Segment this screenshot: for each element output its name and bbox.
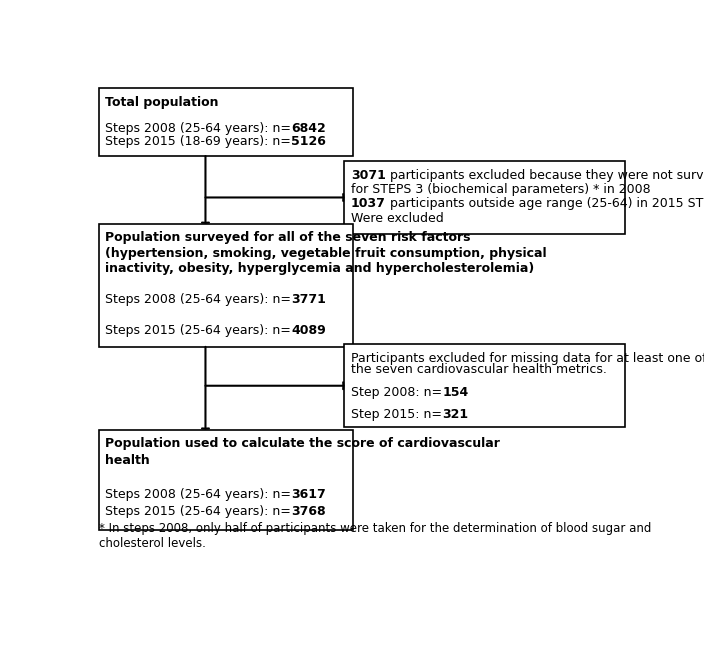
Text: Population used to calculate the score of cardiovascular: Population used to calculate the score o… [106, 437, 501, 450]
Text: (hypertension, smoking, vegetable fruit consumption, physical: (hypertension, smoking, vegetable fruit … [106, 247, 547, 259]
Text: Steps 2008 (25-64 years): n=: Steps 2008 (25-64 years): n= [106, 488, 291, 501]
Text: 154: 154 [442, 386, 468, 399]
Text: 5126: 5126 [291, 136, 326, 149]
Text: 3617: 3617 [291, 488, 326, 501]
Text: 3071: 3071 [351, 169, 386, 182]
Text: participants excluded because they were not surveyed: participants excluded because they were … [386, 169, 704, 182]
Text: 6842: 6842 [291, 122, 326, 135]
Bar [344, 161, 625, 234]
Text: participants outside age range (25-64) in 2015 STEPS: participants outside age range (25-64) i… [386, 198, 704, 211]
Text: health: health [106, 454, 150, 467]
Text: the seven cardiovascular health metrics.: the seven cardiovascular health metrics. [351, 363, 607, 376]
Text: Steps 2008 (25-64 years): n=: Steps 2008 (25-64 years): n= [106, 293, 291, 306]
Text: inactivity, obesity, hyperglycemia and hypercholesterolemia): inactivity, obesity, hyperglycemia and h… [106, 262, 535, 275]
Text: Steps 2015 (25-64 years): n=: Steps 2015 (25-64 years): n= [106, 324, 291, 337]
Text: for STEPS 3 (biochemical parameters) * in 2008: for STEPS 3 (biochemical parameters) * i… [351, 183, 650, 196]
Text: Population surveyed for all of the seven risk factors: Population surveyed for all of the seven… [106, 231, 471, 244]
Text: 4089: 4089 [291, 324, 326, 337]
Text: Steps 2008 (25-64 years): n=: Steps 2008 (25-64 years): n= [106, 122, 291, 135]
Bar [99, 430, 353, 530]
Text: Total population: Total population [106, 96, 219, 109]
Text: Steps 2015 (18-69 years): n=: Steps 2015 (18-69 years): n= [106, 136, 291, 149]
Text: 321: 321 [442, 408, 468, 421]
Text: 1037: 1037 [351, 198, 386, 211]
Bar [344, 344, 625, 427]
Text: 3768: 3768 [291, 505, 326, 518]
Text: Step 2015: n=: Step 2015: n= [351, 408, 442, 421]
Text: * In steps 2008, only half of participants were taken for the determination of b: * In steps 2008, only half of participan… [99, 522, 651, 550]
Text: Participants excluded for missing data for at least one of: Participants excluded for missing data f… [351, 352, 704, 365]
Text: Steps 2015 (25-64 years): n=: Steps 2015 (25-64 years): n= [106, 505, 291, 518]
Text: 3771: 3771 [291, 293, 327, 306]
Text: Were excluded: Were excluded [351, 212, 444, 225]
Text: Step 2008: n=: Step 2008: n= [351, 386, 442, 399]
Bar [99, 224, 353, 347]
Bar [99, 88, 353, 156]
